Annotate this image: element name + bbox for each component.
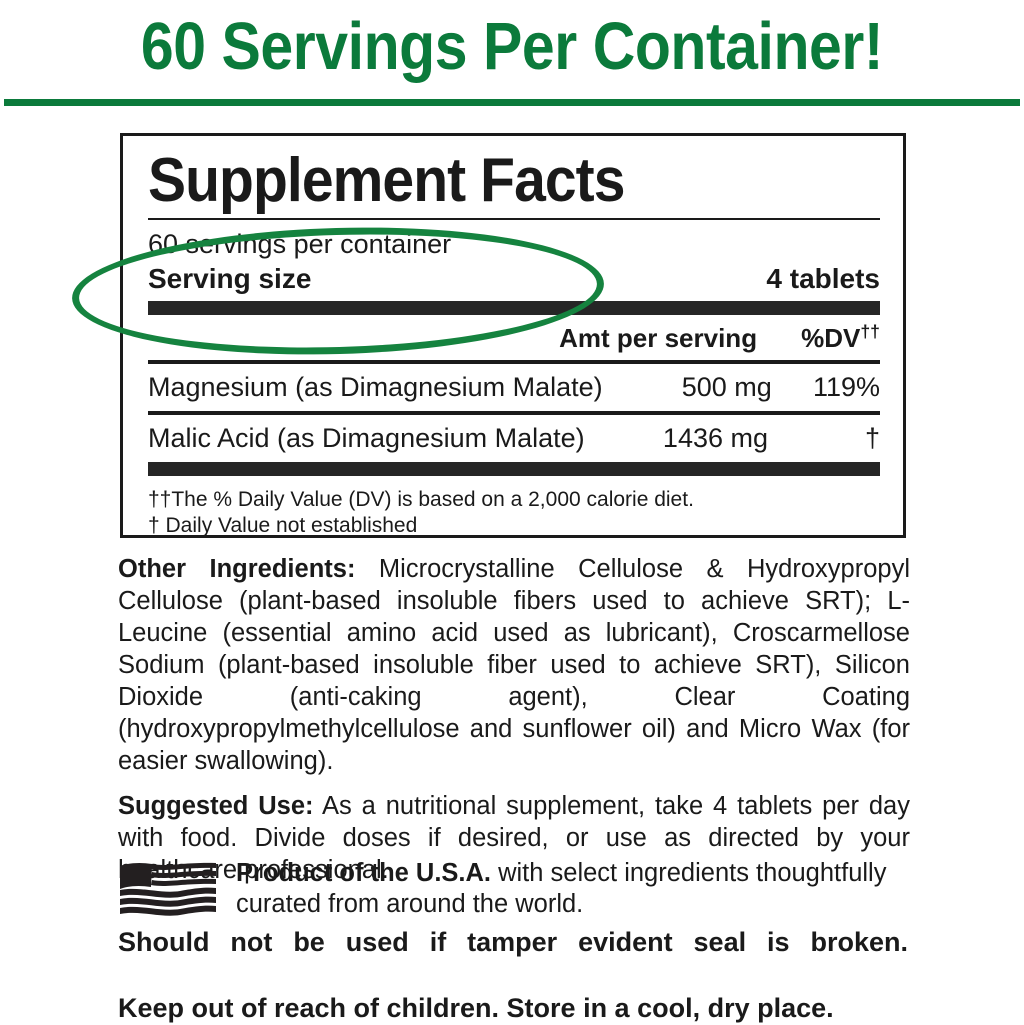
dv-dagger-sup: †† (860, 321, 880, 342)
label-body-copy: Other Ingredients: Microcrystalline Cell… (118, 553, 910, 899)
footnotes: ††The % Daily Value (DV) is based on a 2… (148, 476, 880, 539)
nutrient-daily-value: † (864, 423, 880, 453)
serving-size-row: Serving size 4 tablets (148, 261, 880, 301)
header-underline (148, 360, 880, 364)
nutrient-amount: 1436 mg (662, 423, 768, 453)
row-divider (148, 411, 880, 415)
servings-per-container: 60 servings per container (148, 229, 452, 259)
table-row: Malic Acid (as Dimagnesium Malate) 1436 … (148, 415, 880, 462)
warning-line-2: Keep out of reach of children. Store in … (118, 993, 834, 1023)
usa-flag-icon (120, 862, 216, 916)
product-origin-text: Product of the U.S.A. with select ingred… (236, 858, 910, 920)
product-origin-label: Product of the U.S.A. (236, 859, 491, 887)
dv-text: %DV (801, 323, 861, 353)
table-header-row: Amt per serving %DV†† (148, 315, 880, 360)
column-header-daily-value: %DV†† (801, 321, 880, 355)
nutrient-daily-value: 119% (812, 372, 880, 402)
heavy-bar-top (148, 301, 880, 315)
supplement-facts-title: Supplement Facts (148, 146, 625, 215)
banner-divider (4, 99, 1020, 106)
warning-line-1: Should not be used if tamper evident sea… (118, 927, 908, 957)
footnote-daily-value-basis: ††The % Daily Value (DV) is based on a 2… (148, 488, 694, 511)
nutrient-name: Magnesium (as Dimagnesium Malate) (148, 372, 603, 402)
suggested-use-label: Suggested Use: (118, 792, 314, 820)
column-header-amount: Amt per serving (559, 323, 758, 353)
other-ingredients-text: Microcrystalline Cellulose & Hydroxyprop… (118, 555, 910, 775)
suggested-use-paragraph: Suggested Use: As a nutritional suppleme… (118, 790, 910, 886)
table-row: Magnesium (as Dimagnesium Malate) 500 mg… (148, 364, 880, 411)
suggested-use-text: As a nutritional supplement, take 4 tabl… (118, 792, 910, 884)
warning-text: Should not be used if tamper evident sea… (118, 926, 908, 1025)
footnote-dv-not-established: † Daily Value not established (148, 514, 418, 537)
supplement-facts-panel: Supplement Facts 60 servings per contain… (120, 133, 906, 538)
product-origin-detail: with select ingredients thoughtfully cur… (236, 859, 887, 918)
product-origin-row: Product of the U.S.A. with select ingred… (118, 858, 910, 920)
page-headline: 60 Servings Per Container! (140, 9, 884, 84)
serving-size-label: Serving size (148, 263, 312, 294)
other-ingredients-paragraph: Other Ingredients: Microcrystalline Cell… (118, 553, 910, 777)
other-ingredients-label: Other Ingredients: (118, 555, 356, 583)
nutrient-name: Malic Acid (as Dimagnesium Malate) (148, 423, 585, 453)
heavy-bar-bottom (148, 462, 880, 476)
title-underline (148, 218, 880, 220)
serving-size-value: 4 tablets (766, 263, 880, 294)
nutrient-amount: 500 mg (681, 372, 772, 402)
